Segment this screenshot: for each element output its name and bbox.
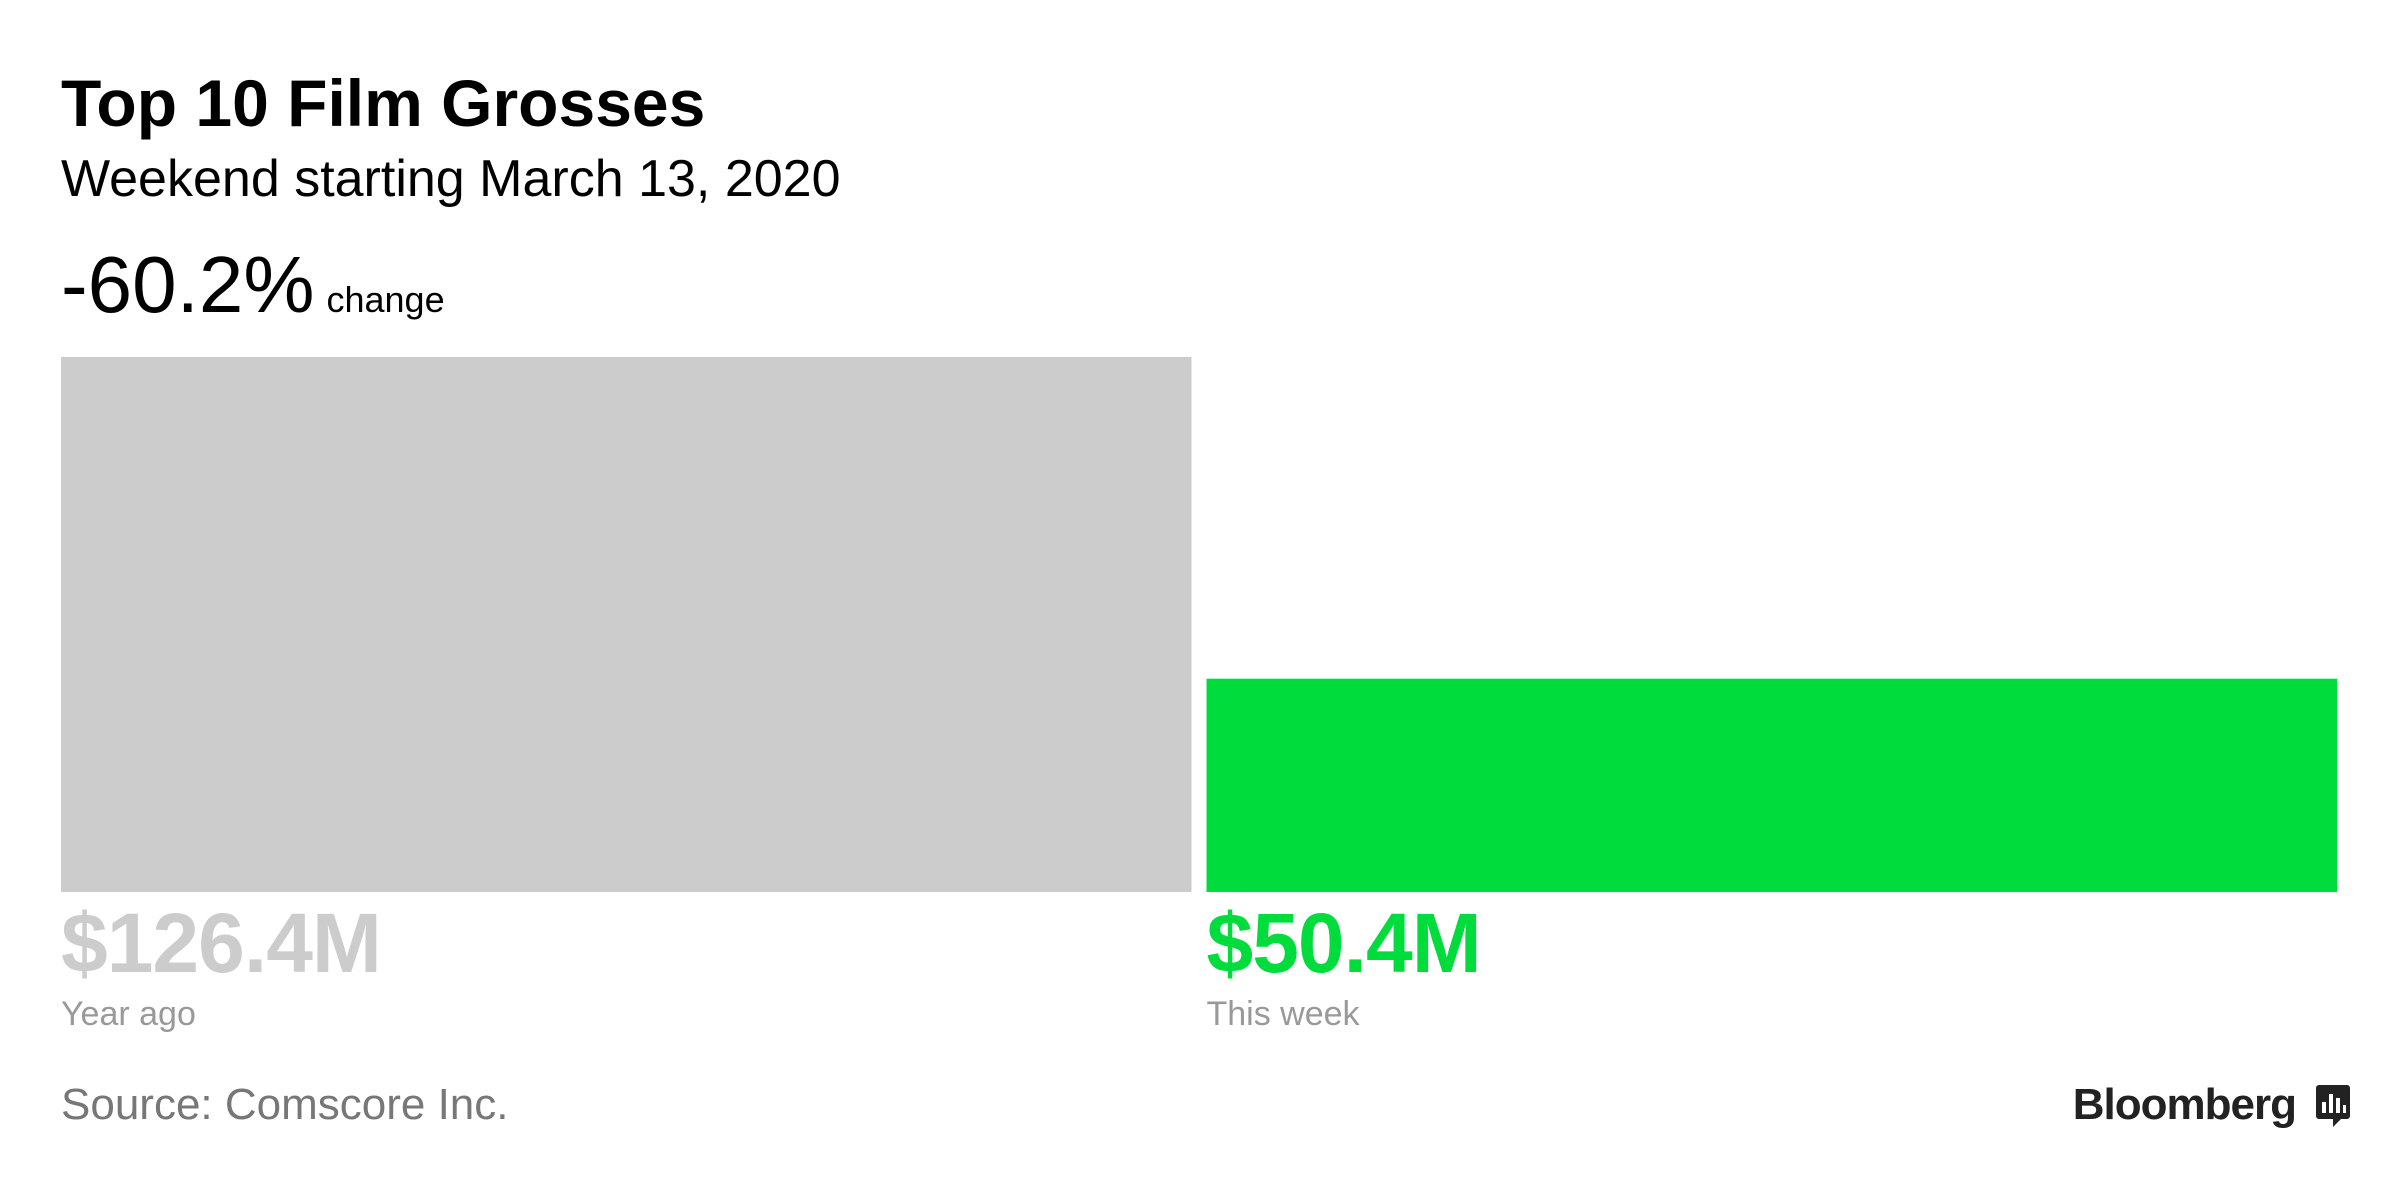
value-label: $126.4M bbox=[61, 896, 381, 990]
icon-bar bbox=[2343, 1105, 2346, 1113]
icon-bar bbox=[2329, 1094, 2333, 1113]
brand-icon bbox=[2316, 1085, 2350, 1127]
icon-bar bbox=[2336, 1098, 2340, 1113]
bar bbox=[61, 357, 1192, 892]
value-label: $50.4M bbox=[1207, 896, 1481, 990]
source: Source: Comscore Inc. bbox=[61, 1080, 509, 1129]
change-text: change bbox=[326, 279, 444, 320]
change-value: -60.2% bbox=[61, 240, 314, 329]
bar bbox=[1206, 678, 2337, 892]
brand: Bloomberg bbox=[2073, 1080, 2296, 1129]
chart-subtitle: Weekend starting March 13, 2020 bbox=[61, 150, 841, 208]
category-label: This week bbox=[1207, 995, 1361, 1033]
chart-title: Top 10 Film Grosses bbox=[61, 66, 705, 140]
icon-tail bbox=[2333, 1119, 2341, 1127]
icon-bar bbox=[2322, 1102, 2326, 1113]
category-label: Year ago bbox=[61, 995, 196, 1033]
change-line: -60.2% change bbox=[61, 240, 445, 329]
